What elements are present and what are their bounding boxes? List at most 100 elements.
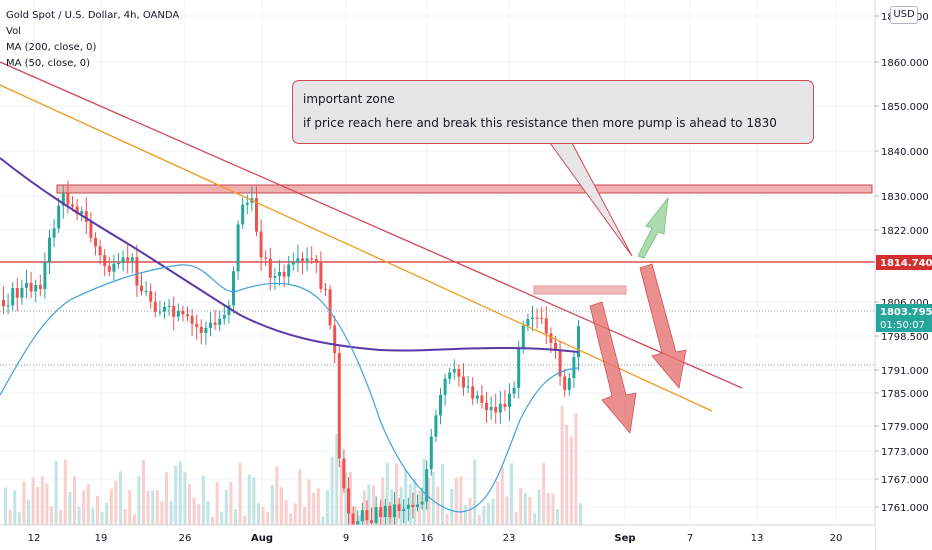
volume-bar [275,466,279,525]
candle-body [333,325,337,354]
candle-body [494,406,498,413]
volume-bar [169,500,173,525]
candle-body [466,386,470,388]
candle-body [52,228,56,238]
candle-body [420,501,424,505]
candle-body [236,224,240,272]
candle-body [328,289,332,326]
candle-body [291,261,295,265]
candle-body [15,288,19,298]
legend-symbol[interactable]: Gold Spot / U.S. Dollar, 4h, OANDA [6,10,180,21]
time-tick-label: 13 [751,533,764,544]
time-axis[interactable]: 12 19 26 Aug 9 16 23 Sep 7 13 20 [0,524,875,550]
volume-bar [151,490,155,525]
volume-bar [496,481,500,525]
volume-bar [441,464,444,525]
candle-body [98,246,102,256]
volume-bar [8,510,12,525]
price-tick-label: 1830.000 [881,192,929,203]
candle-body [204,327,208,333]
candle-body [232,271,235,306]
volume-bar [50,506,53,525]
volume-bar [565,424,569,525]
candle-body [535,317,539,319]
annotation-line-1: important zone [303,92,395,106]
volume-bar [4,487,7,525]
volume-bar [436,486,440,525]
candle-body [112,263,116,272]
price-tick-label: 1761.000 [881,503,929,514]
volume-bar [36,487,40,525]
volume-bar [542,462,546,525]
candle-body [480,395,484,403]
price-tick-label: 1850.000 [881,102,929,113]
volume-bar [326,489,329,525]
volume-bar [96,495,99,525]
price-axis[interactable]: 1868.0001860.0001850.0001840.0001830.000… [874,0,932,550]
candle-body [245,202,249,205]
volume-bar [408,484,412,525]
candle-body [163,306,166,312]
volume-bar [413,478,417,525]
current-price-label: 1803.795 [880,307,932,318]
price-tick-label: 1840.000 [881,147,929,158]
volume-bar [243,515,247,525]
volume-bar [431,471,435,525]
candle-body [11,288,15,306]
candle-body [273,275,277,278]
candle-body [167,305,171,307]
candle-body [29,282,33,292]
annotation-box[interactable]: important zone if price reach here and b… [292,80,814,144]
volume-bar [487,503,490,525]
volume-bar [556,509,559,525]
candle-body [121,257,125,263]
volume-bar [505,496,509,525]
candle-body [25,282,28,288]
legend-vol[interactable]: Vol [6,26,21,37]
candle-body [135,257,139,286]
time-tick-label: 19 [95,533,108,544]
candle-body [540,317,544,319]
legend-ma50[interactable]: MA (50, close, 0) [6,58,91,69]
volume-bar [335,433,339,525]
volume-bar [376,509,380,525]
candle-body [61,193,65,206]
candle-body [71,204,74,207]
volume-bar [546,492,550,525]
candle-body [347,488,350,514]
price-tick-label: 1779.000 [881,422,929,433]
candle-body [140,285,143,292]
volume-bar [344,472,348,525]
time-tick-label: 23 [503,533,516,544]
candle-body [195,323,199,327]
volume-bar [178,461,182,525]
candle-body [558,350,562,377]
current-price-bg [876,304,932,332]
candle-body [406,504,410,509]
candle-body [503,403,507,408]
candle-body [319,261,323,289]
volume-bar [40,476,44,525]
volume-bar [551,493,555,525]
candle-body [342,458,346,489]
volume-bar [192,497,196,525]
candle-body [103,255,107,267]
candle-body [434,415,438,437]
volume-bar [54,460,58,525]
currency-badge[interactable]: USD [890,6,918,24]
volume-bar [321,516,325,525]
volume-bar [220,511,224,525]
volume-bar [234,509,237,525]
volume-bar [160,501,164,525]
volume-bar [270,484,274,525]
candle-body [209,322,212,328]
volume-bar [201,475,205,525]
legend-ma200[interactable]: MA (200, close, 0) [6,42,97,53]
volume-bar [229,481,233,525]
volume-bar [381,477,385,525]
volume-bar [459,476,463,525]
time-tick-label: 26 [179,533,192,544]
candle-body [241,204,245,225]
volume-bar [450,488,454,525]
